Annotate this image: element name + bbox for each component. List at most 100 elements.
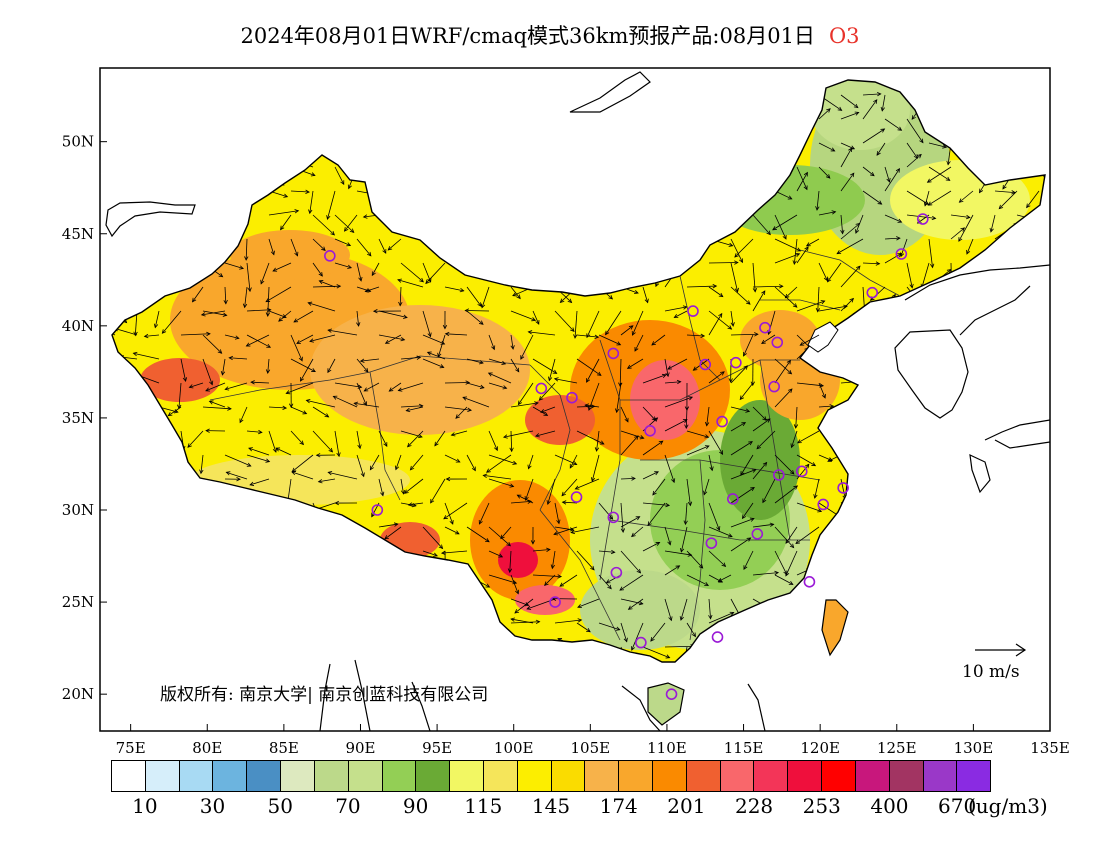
wind-arrow [792,238,798,266]
station-marker [895,248,908,260]
wind-arrow [434,430,446,447]
wind-arrow [307,301,336,312]
wind-arrow [730,517,755,528]
wind-arrow [620,622,628,643]
wind-arrow [188,382,204,389]
station-marker [837,482,849,494]
colorbar-labels: 10 30 50 70 90 115 145 174 201 228 253 400 670 [111,792,1071,822]
wind-arrow [730,365,749,384]
wind-arrow [520,334,534,360]
wind-arrow [884,253,902,264]
wind-arrow [208,400,226,408]
wind-arrow [752,214,771,236]
wind-arrow [225,471,248,480]
wind-arrow [242,286,248,309]
wind-arrow [739,382,754,401]
colorbar-swatch [483,761,518,791]
station-marker [917,213,929,225]
wind-arrow [538,382,556,401]
wind-arrow [444,502,454,525]
wind-arrow [620,598,644,606]
wind-arrow [290,430,304,446]
station-marker [772,469,785,481]
wind-arrow [509,430,514,453]
wind-arrow [527,330,556,336]
wind-arrow [594,430,600,452]
wind-arrow [546,478,556,505]
wind-arrow [686,550,704,569]
wind-arrow [532,547,551,552]
station-marker [549,596,561,608]
wind-arrow [862,166,875,177]
wind-arrow [708,526,733,538]
wind-arrow [318,280,336,288]
wind-arrow [796,454,817,467]
wind-arrow [642,286,649,304]
wind-arrow [356,430,362,450]
wind-arrow [686,478,693,507]
lon-tick-label: 100E [494,739,534,757]
wind-arrow [464,308,490,313]
wind-arrow [220,358,226,376]
wind-arrow [752,290,766,312]
wind-arrow [730,468,757,480]
colorbar-label: 253 [802,794,841,818]
wind-arrow [442,310,448,330]
wind-arrow [532,310,540,325]
wind-arrow [584,403,600,408]
wind-arrow [664,305,688,312]
wind-arrow [576,358,602,376]
wind-arrow [280,214,292,231]
wind-arrow [664,454,676,484]
wind-arrow [730,486,755,504]
wind-arrow [950,214,971,220]
wind-arrow [488,574,518,585]
wind-arrow [840,222,861,240]
wind-arrow [708,454,714,472]
wind-arrow [730,262,739,293]
station-marker [324,250,336,262]
wind-arrow [443,502,468,520]
wind-arrow [664,396,694,408]
station-marker [803,576,816,588]
wind-arrow [774,526,795,549]
wind-arrow [598,622,621,631]
wind-arrow [620,435,639,456]
wind-arrow [561,478,578,497]
china-border [111,79,1046,663]
wind-arrow [627,598,644,610]
wind-arrow [576,622,591,633]
wind-arrow [224,454,252,467]
wind-arrow [334,214,355,233]
wind-arrow [290,189,310,195]
hainan-island [647,682,685,726]
wind-arrow [576,430,605,445]
wind-arrow [906,214,937,221]
wind-arrow [268,430,277,453]
wind-arrow [928,142,948,149]
wind-arrow [998,190,1018,210]
wind-arrow [466,358,484,365]
wind-arrow [540,406,556,414]
wind-arrow [862,99,878,120]
colorbar-swatch [281,761,315,791]
lat-tick-label: 30N [62,501,94,519]
wind-arrow [488,334,496,351]
wind-arrow [239,406,248,424]
wind-arrow [743,550,754,571]
wind-arrow [422,526,444,550]
wind-arrow [500,526,512,540]
wind-arrow [192,286,204,303]
wind-arrow [265,286,292,303]
wind-arrow [223,286,228,305]
wind-arrow [664,379,682,385]
wind-arrow [296,334,314,344]
wind-arrow [246,262,252,293]
wind-arrow [752,570,780,576]
wind-arrow [356,238,372,257]
wind-arrow [249,478,270,486]
wind-arrow [161,310,182,334]
wind-arrow [752,522,775,528]
wind-arrow [466,310,484,325]
wind-arrow [554,502,561,525]
